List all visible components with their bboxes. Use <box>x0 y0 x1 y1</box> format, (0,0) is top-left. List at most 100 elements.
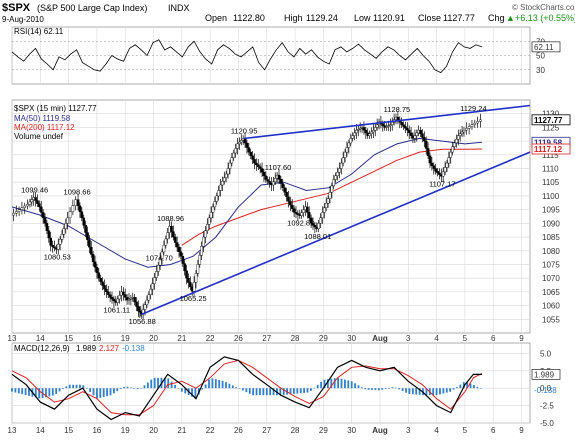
macd-histogram-bar <box>310 388 312 391</box>
candle-body <box>145 299 149 305</box>
macd-histogram-bar <box>28 388 30 396</box>
x-tick-label: 21 <box>177 334 186 343</box>
candle-body <box>137 306 140 312</box>
candle-body <box>206 224 209 231</box>
price-tick-label: 1090 <box>542 219 560 228</box>
candle-body <box>345 147 349 153</box>
macd-last-value: 1.989 <box>534 370 555 379</box>
volume-legend: Volume undef <box>14 132 64 141</box>
macd-histogram-bar <box>116 388 119 392</box>
symbol-title: $SPX <box>2 2 31 14</box>
macd-histogram-bar <box>109 388 112 396</box>
high-value: 1129.24 <box>306 13 338 23</box>
candle-body <box>179 251 183 257</box>
candle-body <box>43 217 47 224</box>
macd-histogram-bar <box>299 388 302 394</box>
close-value: 1127.77 <box>443 13 475 23</box>
macd-histogram-bar <box>163 377 166 389</box>
macd-histogram-bar <box>330 378 333 389</box>
x-tick-label-bottom: 13 <box>8 426 17 435</box>
macd-histogram-bar <box>24 388 27 396</box>
candle-body <box>112 298 116 302</box>
candle-body <box>387 125 390 127</box>
candle-body <box>289 201 292 206</box>
macd-histogram-bar <box>96 388 98 399</box>
macd-histogram-bar <box>388 388 390 389</box>
price-annotation: 1099.46 <box>21 185 48 194</box>
candle-body <box>200 245 203 256</box>
x-tick-label-bottom: 15 <box>64 426 73 435</box>
candle-body <box>341 157 345 164</box>
x-tick-label-bottom: 29 <box>319 426 328 435</box>
macd-histogram-bar <box>48 388 51 397</box>
macd-panel: -5.0-2.50.02.55.01.989-0.138 <box>11 342 561 428</box>
candle-body <box>328 192 332 199</box>
candle-body <box>421 133 424 138</box>
candle-body <box>355 129 358 134</box>
candle-body <box>56 244 60 250</box>
rsi-tick-label: 50 <box>536 52 545 61</box>
macd-histogram-bar <box>296 388 299 394</box>
macd-histogram-bar <box>360 387 363 389</box>
macd-histogram-bar <box>170 381 173 389</box>
candle-body <box>170 226 173 232</box>
macd-histogram-bar <box>75 384 78 389</box>
open-label: Open <box>205 13 227 23</box>
candle-body <box>347 142 351 148</box>
macd-histogram-bar <box>133 388 136 389</box>
x-tick-label: 9 <box>519 334 524 343</box>
macd-histogram-bar <box>129 387 132 389</box>
x-tick-label-bottom: 30 <box>347 426 356 435</box>
candle-body <box>302 209 305 213</box>
price-tick-label: 1060 <box>542 302 560 311</box>
candle-body <box>307 212 311 219</box>
candle-body <box>232 152 236 158</box>
candle-body <box>12 213 15 216</box>
x-tick-label: 5 <box>463 334 468 343</box>
macd-histogram-bar <box>357 385 360 389</box>
candle-body <box>283 187 286 193</box>
candle-body <box>127 298 131 301</box>
price-annotation: 1061.11 <box>103 306 130 315</box>
macd-histogram-bar <box>252 388 255 396</box>
candle-body <box>334 175 337 180</box>
macd-histogram-bar <box>106 388 109 397</box>
macd-histogram-bar <box>259 388 261 396</box>
candle-body <box>343 151 347 158</box>
price-annotation: 1088.96 <box>157 214 184 223</box>
candle-body <box>473 122 477 125</box>
candle-body <box>49 237 52 246</box>
candle-body <box>185 270 188 279</box>
x-tick-label-bottom: 28 <box>291 426 300 435</box>
candle-body <box>389 124 392 126</box>
candle-body <box>264 175 268 180</box>
macd-histogram-bar <box>411 388 414 395</box>
candle-body <box>409 132 413 136</box>
macd-histogram-bar <box>391 387 394 389</box>
candle-body <box>118 295 121 300</box>
macd-histogram-bar <box>435 388 438 396</box>
macd-histogram-bar <box>432 388 435 396</box>
candle-body <box>224 173 228 178</box>
candle-body <box>434 168 437 172</box>
candle-body <box>402 124 405 127</box>
macd-histogram-bar <box>113 388 115 394</box>
candle-body <box>447 157 451 164</box>
price-annotation: 1092.82 <box>287 219 314 228</box>
candle-body <box>80 211 84 219</box>
candle-body <box>277 174 281 180</box>
candle-body <box>479 119 482 122</box>
macd-histogram-bar <box>89 388 92 392</box>
candle-body <box>74 199 77 206</box>
candle-body <box>455 139 458 144</box>
x-tick-label-bottom: 21 <box>177 426 186 435</box>
macd-histogram-bar <box>452 388 455 390</box>
macd-histogram-bar <box>21 388 24 395</box>
macd-histogram-bar <box>177 388 180 389</box>
macd-histogram-bar <box>221 380 224 389</box>
price-tick-label: 1100 <box>542 192 560 201</box>
candle-body <box>385 126 388 128</box>
macd-histogram-bar <box>214 379 217 389</box>
chg-value: +6.13 (+0.55%) <box>515 13 575 23</box>
candle-body <box>292 208 296 213</box>
